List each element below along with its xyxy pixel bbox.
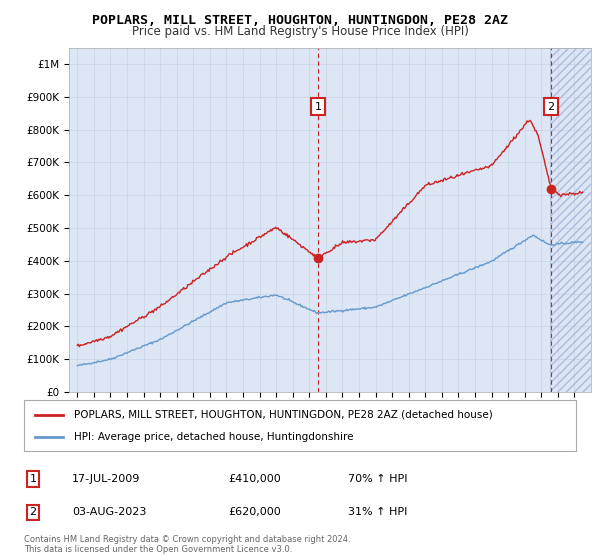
Text: 1: 1	[315, 102, 322, 111]
Text: Price paid vs. HM Land Registry's House Price Index (HPI): Price paid vs. HM Land Registry's House …	[131, 25, 469, 38]
Text: 1: 1	[29, 474, 37, 484]
Text: Contains HM Land Registry data © Crown copyright and database right 2024.
This d: Contains HM Land Registry data © Crown c…	[24, 535, 350, 554]
Text: 31% ↑ HPI: 31% ↑ HPI	[348, 507, 407, 517]
Text: £410,000: £410,000	[228, 474, 281, 484]
Text: 17-JUL-2009: 17-JUL-2009	[72, 474, 140, 484]
Text: £620,000: £620,000	[228, 507, 281, 517]
Text: HPI: Average price, detached house, Huntingdonshire: HPI: Average price, detached house, Hunt…	[74, 432, 353, 442]
Text: 2: 2	[547, 102, 554, 111]
Text: 03-AUG-2023: 03-AUG-2023	[72, 507, 146, 517]
Text: 70% ↑ HPI: 70% ↑ HPI	[348, 474, 407, 484]
Text: POPLARS, MILL STREET, HOUGHTON, HUNTINGDON, PE28 2AZ (detached house): POPLARS, MILL STREET, HOUGHTON, HUNTINGD…	[74, 409, 493, 419]
Text: 2: 2	[29, 507, 37, 517]
Text: POPLARS, MILL STREET, HOUGHTON, HUNTINGDON, PE28 2AZ: POPLARS, MILL STREET, HOUGHTON, HUNTINGD…	[92, 14, 508, 27]
